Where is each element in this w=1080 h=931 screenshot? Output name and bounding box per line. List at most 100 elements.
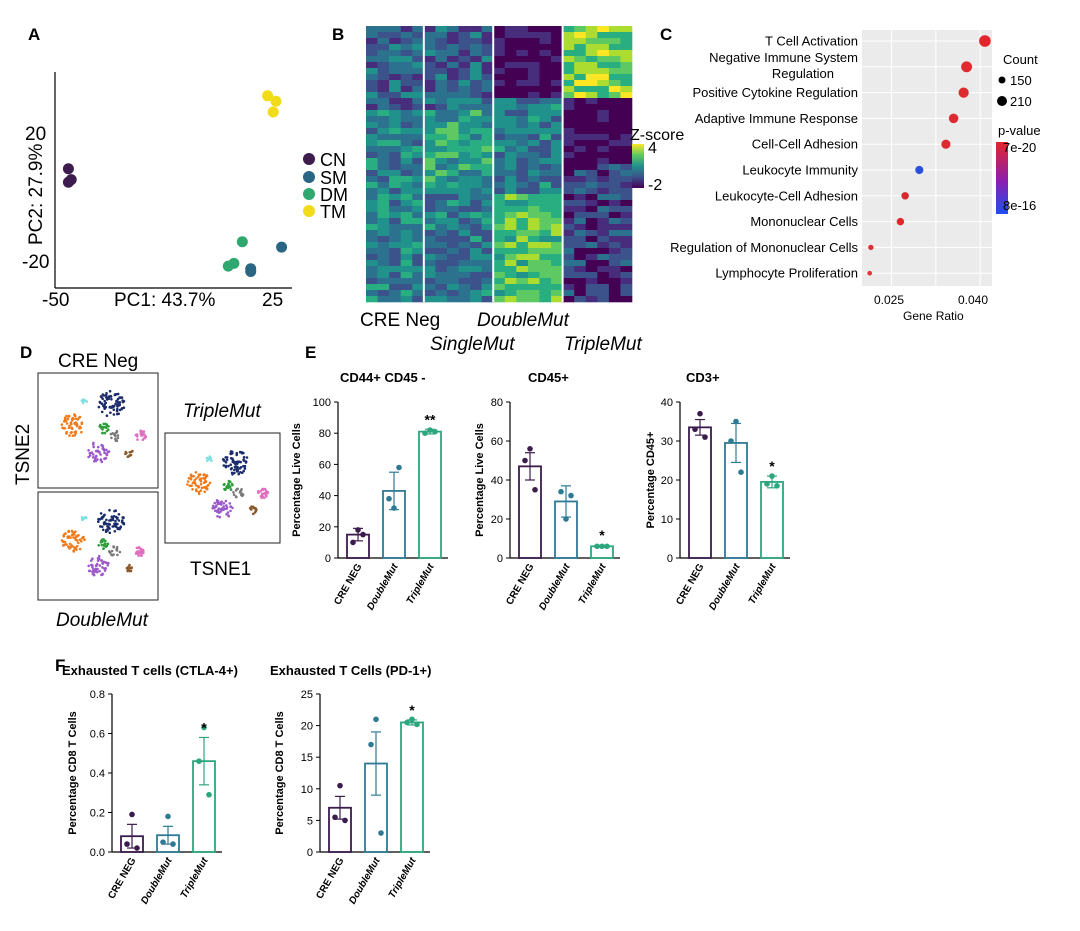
heatmap-cell xyxy=(458,272,471,279)
heatmap-cell xyxy=(493,104,506,111)
heatmap-cell xyxy=(493,164,506,171)
dotplot-point-lymphocyte-proliferation xyxy=(867,270,873,276)
tsne-cell-cre-neg-cluster-5 xyxy=(116,434,120,437)
heatmap-cell xyxy=(366,212,378,219)
heatmap-cell xyxy=(562,218,575,225)
heatmap-cell xyxy=(516,92,529,99)
heatmap-cell xyxy=(574,158,587,165)
tsne-cell-triplemut-cluster-3 xyxy=(229,480,232,484)
tsne-cell-triplemut-cluster-4 xyxy=(259,490,262,493)
heatmap-cell xyxy=(412,134,425,141)
heatmap-cell xyxy=(539,128,552,135)
tsne-cell-triplemut-cluster-7 xyxy=(254,508,257,511)
heatmap-cell xyxy=(458,194,471,201)
xtick-label-f1-cre-neg: CRE NEG xyxy=(106,856,138,901)
heatmap-cell xyxy=(366,224,378,231)
heatmap-cell xyxy=(574,104,587,111)
tsne-cell-triplemut-cluster-0 xyxy=(199,489,203,492)
tsne-cell-cre-neg-cluster-0 xyxy=(80,430,83,434)
heatmap-cell xyxy=(516,158,529,165)
heatmap-cell xyxy=(551,44,563,51)
heatmap-cell xyxy=(377,278,390,285)
heatmap-cell xyxy=(597,56,610,63)
heatmap-cell xyxy=(597,218,610,225)
heatmap-cell xyxy=(527,128,540,135)
heatmap-cell xyxy=(574,62,587,69)
heatmap-cell xyxy=(412,266,425,273)
heatmap-cell xyxy=(539,152,552,159)
tsne-cell-triplemut-cluster-0 xyxy=(186,483,189,486)
tsne-cell-doublemut-cluster-1 xyxy=(97,520,100,523)
tsne-cell-doublemut-cluster-1 xyxy=(122,521,125,525)
heatmap-cell xyxy=(412,86,425,93)
heatmap-cell xyxy=(470,170,482,177)
tsne-cell-triplemut-cluster-1 xyxy=(243,467,247,470)
heatmap-cell xyxy=(412,164,425,171)
tsne-cell-doublemut-cluster-2 xyxy=(91,565,94,569)
datapoint-e3-doublemut xyxy=(728,438,734,444)
heatmap-cell xyxy=(412,176,425,183)
tsne-cell-doublemut-cluster-7 xyxy=(128,569,132,573)
tsne-cell-triplemut-cluster-3 xyxy=(225,485,228,489)
heatmap-cell xyxy=(400,182,413,189)
heatmap-cell xyxy=(620,278,633,285)
heatmap-cell xyxy=(551,80,563,87)
tsne-cell-triplemut-cluster-1 xyxy=(224,464,228,468)
heatmap-cell xyxy=(585,272,598,279)
heatmap-cell xyxy=(377,248,390,255)
heatmap-cell xyxy=(539,98,552,105)
heatmap-cell xyxy=(366,266,378,273)
heatmap-cell xyxy=(597,38,610,45)
heatmap-cell xyxy=(423,200,436,207)
tsne-cell-triplemut-cluster-1 xyxy=(229,450,233,453)
heatmap-cell xyxy=(435,92,448,99)
heatmap-cell xyxy=(458,296,471,303)
heatmap-cell xyxy=(423,284,436,291)
heatmap-cell xyxy=(574,74,587,81)
heatmap-cell xyxy=(481,158,494,165)
heatmap-cell xyxy=(527,146,540,153)
heatmap-cell xyxy=(470,290,482,297)
heatmap-cell xyxy=(458,38,471,45)
tsne-cell-cre-neg-cluster-2 xyxy=(104,456,108,460)
tsne-cell-cre-neg-cluster-1 xyxy=(105,396,108,399)
heatmap-cell xyxy=(516,50,529,57)
tsne-cell-triplemut-cluster-2 xyxy=(228,502,232,505)
heatmap-cell xyxy=(458,116,471,123)
tsne-cell-doublemut-cluster-2 xyxy=(93,570,97,574)
heatmap-cell xyxy=(389,176,401,183)
heatmap-cell xyxy=(562,272,575,279)
tsne-cell-doublemut-cluster-1 xyxy=(99,512,103,515)
heatmap-cell xyxy=(493,284,506,291)
heatmap-cell xyxy=(493,98,506,105)
heatmap-cell xyxy=(423,182,436,189)
term-label-regulation-of-mononuclear-cells: Regulation of Mononuclear Cells xyxy=(670,240,858,255)
heatmap-cell xyxy=(481,62,494,69)
heatmap-cell xyxy=(620,224,633,231)
heatmap-cell xyxy=(551,242,563,249)
term-label-leukocyte-immunity: Leukocyte Immunity xyxy=(742,163,858,178)
heatmap-cell xyxy=(608,260,621,267)
xtick-label-f2-cre-neg: CRE NEG xyxy=(314,856,346,901)
heatmap-cell xyxy=(366,116,378,123)
heatmap-cell xyxy=(527,206,540,213)
heatmap-cell xyxy=(608,212,621,219)
heatmap-cell xyxy=(470,284,482,291)
tsne-cell-cre-neg-cluster-0 xyxy=(70,418,74,421)
heatmap-cell xyxy=(597,32,610,39)
heatmap-cell xyxy=(481,296,494,303)
heatmap-cell xyxy=(539,278,552,285)
heatmap-cell xyxy=(435,32,448,39)
heatmap-cell xyxy=(458,254,471,261)
heatmap-cell xyxy=(620,290,633,297)
heatmap-cell xyxy=(620,146,633,153)
tsne-cell-cre-neg-cluster-1 xyxy=(101,397,104,401)
heatmap-cell xyxy=(504,128,517,135)
heatmap-cell xyxy=(527,254,540,261)
heatmap-cell xyxy=(516,122,529,129)
datapoint-e3-triplemut xyxy=(769,473,775,479)
heatmap-cell xyxy=(574,146,587,153)
heatmap-cell xyxy=(551,74,563,81)
datapoint-f2-triplemut xyxy=(404,719,410,726)
heatmap-cell xyxy=(597,290,610,297)
